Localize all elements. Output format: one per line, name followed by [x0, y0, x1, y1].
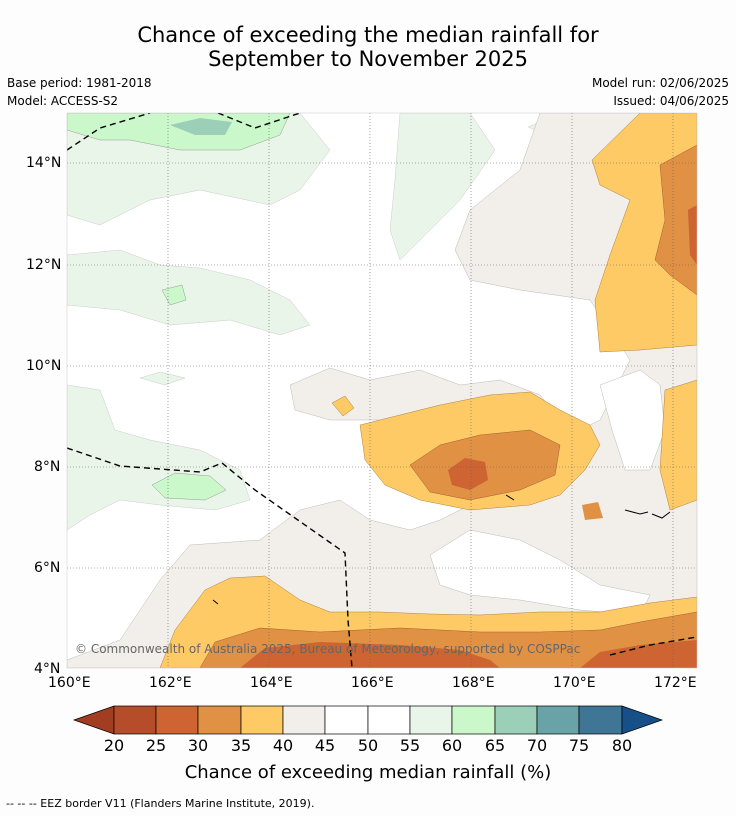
- colorbar-segment-35-40: [240, 705, 284, 735]
- lon-tick-label: 160°E: [48, 675, 91, 691]
- model-name: Model: ACCESS-S2: [7, 94, 119, 108]
- copyright-notice: © Commonwealth of Australia 2025, Bureau…: [75, 642, 580, 656]
- lon-tick-label: 172°E: [654, 675, 697, 691]
- zone-65-70-north: [67, 113, 291, 151]
- colorbar-label: 25: [145, 736, 167, 755]
- zone-30-35-northeast: [654, 144, 697, 296]
- zone-45-55-east-pocket: [599, 369, 666, 471]
- lat-tick-label: 8°N: [34, 459, 61, 475]
- colorbar-label: 55: [399, 736, 421, 755]
- lon-tick-label: 162°E: [149, 675, 192, 691]
- issued-date: Issued: 04/06/2025: [613, 94, 729, 108]
- model-run: Model run: 02/06/2025: [591, 76, 729, 90]
- zone-60-65-northcentral: [389, 113, 496, 261]
- eez-border: [67, 113, 697, 668]
- colorbar-label: 40: [272, 736, 294, 755]
- zone-35-40-small: [331, 395, 355, 417]
- colorbar-segment-65-70: [494, 705, 538, 735]
- zone-40-45-east: [67, 113, 697, 668]
- colorbar-segment-50-55: [367, 705, 411, 735]
- colorbar-segment-70-75: [536, 705, 580, 735]
- colorbar-label: 65: [484, 736, 506, 755]
- colorbar-segment-30-35: [197, 705, 242, 735]
- zone-25-30-northeast: [688, 205, 697, 265]
- colorbar-label: 50: [357, 736, 379, 755]
- colorbar-label: 75: [568, 736, 590, 755]
- colorbar: [72, 705, 664, 735]
- lat-tick-label: 4°N: [34, 661, 61, 677]
- zone-70-75-north: [170, 118, 232, 135]
- colorbar-segment-55-60: [409, 705, 453, 735]
- colorbar-segment-75-80: [578, 705, 623, 735]
- colorbar-label: 20: [103, 736, 125, 755]
- title-line-1: Chance of exceeding the median rainfall …: [137, 23, 599, 47]
- map-gridlines: [67, 113, 697, 668]
- lon-tick-label: 166°E: [351, 675, 394, 691]
- colorbar-segment-60-65: [451, 705, 496, 735]
- colorbar-label: 60: [441, 736, 463, 755]
- zone-30-35-small-east: [582, 502, 603, 520]
- island-outlines: [212, 494, 671, 605]
- map-frame: [66, 112, 698, 669]
- colorbar-under-triangle: [72, 705, 115, 735]
- colorbar-over-triangle: [621, 705, 664, 735]
- eez-footnote: -- -- -- EEZ border V11 (Flanders Marine…: [6, 797, 315, 810]
- lat-tick-label: 14°N: [26, 155, 62, 171]
- zone-35-40-east: [659, 379, 697, 511]
- colorbar-segment-25-30: [155, 705, 199, 735]
- title-line-2: September to November 2025: [208, 47, 528, 71]
- colorbar-label: 80: [611, 736, 633, 755]
- lon-tick-label: 168°E: [452, 675, 495, 691]
- colorbar-label: 45: [314, 736, 336, 755]
- lat-tick-label: 6°N: [34, 560, 61, 576]
- colorbar-segment-20-25: [113, 705, 157, 735]
- zone-25-30-southeast: [580, 640, 697, 668]
- colorbar-label: 30: [187, 736, 209, 755]
- colorbar-title: Chance of exceeding median rainfall (%): [184, 762, 552, 783]
- colorbar-segment-45-50: [324, 705, 369, 735]
- lon-tick-label: 164°E: [250, 675, 293, 691]
- zone-25-30-center: [448, 458, 488, 490]
- lat-tick-label: 12°N: [26, 257, 62, 273]
- zone-25-30-south: [240, 642, 500, 668]
- zone-60-65-small: [139, 371, 186, 386]
- zone-65-70-southwest: [151, 472, 227, 501]
- rainfall-map: © Commonwealth of Australia 2025, Bureau…: [67, 113, 697, 668]
- lon-tick-label: 170°E: [553, 675, 596, 691]
- base-period: Base period: 1981-2018: [7, 76, 152, 90]
- lat-tick-label: 10°N: [26, 358, 62, 374]
- colorbar-label: 35: [230, 736, 252, 755]
- colorbar-segment-40-45: [282, 705, 326, 735]
- colorbar-label: 70: [526, 736, 548, 755]
